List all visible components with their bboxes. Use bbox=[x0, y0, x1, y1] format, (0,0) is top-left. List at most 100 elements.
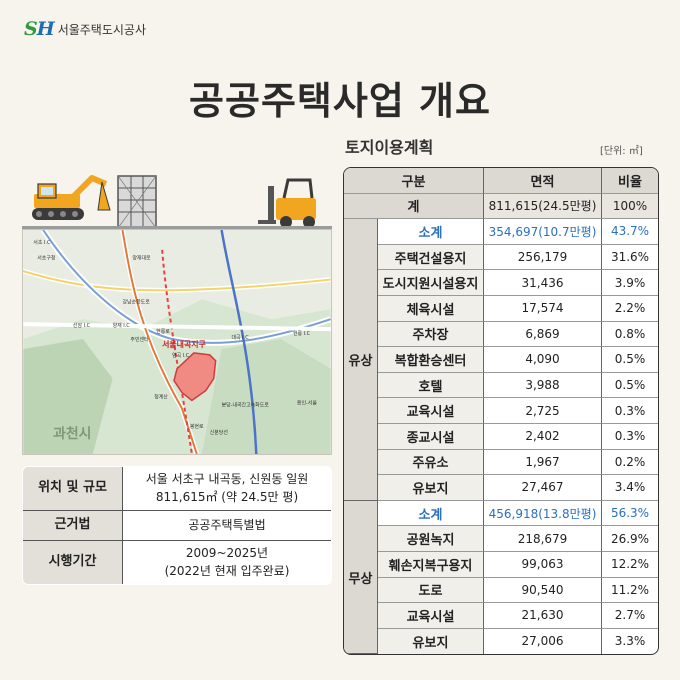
row-label: 교육시설 bbox=[378, 603, 484, 629]
row-ratio: 26.9% bbox=[602, 526, 658, 552]
row-ratio: 3.4% bbox=[602, 475, 658, 501]
row-label: 종교시설 bbox=[378, 423, 484, 450]
svg-text:양재 I.C: 양재 I.C bbox=[113, 322, 131, 329]
excavator-icon bbox=[32, 175, 111, 220]
svg-text:주민센터: 주민센터 bbox=[130, 336, 148, 343]
row-area: 1,967 bbox=[484, 449, 602, 476]
svg-text:서초구청: 서초구청 bbox=[37, 255, 55, 262]
table-row: 교육시설 2,725 0.3% bbox=[344, 398, 658, 424]
row-ratio: 0.5% bbox=[602, 347, 658, 373]
table-row: 복합환승센터 4,090 0.5% bbox=[344, 347, 658, 373]
row-label: 주택건설용지 bbox=[378, 244, 484, 271]
row-area: 27,006 bbox=[484, 628, 602, 655]
table-row: 교육시설 21,630 2.7% bbox=[344, 603, 658, 629]
row-ratio: 0.8% bbox=[602, 322, 658, 348]
row-label: 주유소 bbox=[378, 449, 484, 476]
row-label: 호텔 bbox=[378, 372, 484, 399]
table-row: 훼손지복구용지 99,063 12.2% bbox=[344, 551, 658, 578]
row-area: 2,725 bbox=[484, 398, 602, 424]
row-label: 주차장 bbox=[378, 321, 484, 348]
brand-logo: SH 서울주택도시공사 bbox=[24, 18, 146, 40]
table-row: 주차장 6,869 0.8% bbox=[344, 321, 658, 348]
table-header-row: 구분 면적 비율 bbox=[344, 168, 658, 194]
table-row: 도로 90,540 11.2% bbox=[344, 577, 658, 604]
construction-illustration bbox=[32, 175, 316, 229]
overview-label: 위치 및 규모 bbox=[23, 467, 123, 511]
group-label: 무상 bbox=[344, 500, 378, 655]
ground-line bbox=[22, 226, 332, 229]
overview-value: 공공주택특별법 bbox=[122, 510, 331, 541]
total-label: 계 bbox=[344, 193, 484, 220]
row-ratio: 3.9% bbox=[602, 270, 658, 296]
header-area: 면적 bbox=[484, 168, 602, 194]
row-area: 3,988 bbox=[484, 372, 602, 399]
group-label: 유상 bbox=[344, 219, 378, 501]
svg-text:양재대로: 양재대로 bbox=[132, 255, 151, 262]
table-row: 유보지 27,467 3.4% bbox=[344, 475, 658, 501]
row-area: 218,679 bbox=[484, 526, 602, 552]
subtotal-area: 354,697(10.7만평) bbox=[484, 219, 602, 245]
row-label: 교육시설 bbox=[378, 398, 484, 424]
svg-text:선암 I.C: 선암 I.C bbox=[73, 322, 91, 329]
row-ratio: 2.7% bbox=[602, 603, 658, 629]
table-row: 도시지원시설용지 31,436 3.9% bbox=[344, 270, 658, 296]
row-area: 31,436 bbox=[484, 270, 602, 296]
row-label: 도로 bbox=[378, 577, 484, 604]
subtotal-ratio: 43.7% bbox=[602, 219, 658, 245]
overview-value: 서울 서초구 내곡동, 신원동 일원 811,615㎡ (약 24.5만 평) bbox=[122, 467, 331, 511]
svg-text:서초 I.C: 서초 I.C bbox=[33, 239, 51, 246]
svg-text:헌릉로: 헌릉로 bbox=[156, 329, 170, 335]
brand-name: 서울주택도시공사 bbox=[57, 22, 147, 37]
row-ratio: 0.3% bbox=[602, 398, 658, 424]
table-row: 유보지 27,006 3.3% bbox=[344, 628, 658, 655]
subtotal-row: 무상 소계 456,918(13.8만평) 56.3% bbox=[344, 500, 658, 655]
table-row: 주택건설용지 256,179 31.6% bbox=[344, 244, 658, 271]
subtotal-label: 소계 bbox=[378, 500, 484, 527]
row-label: 유보지 bbox=[378, 475, 484, 501]
overview-row-period: 시행기간 2009~2025년 (2022년 현재 입주완료) bbox=[23, 540, 331, 584]
row-area: 90,540 bbox=[484, 577, 602, 604]
header-category: 구분 bbox=[344, 168, 484, 194]
site-map: 서울내곡지구 과천시 서초 I.C 서초구청 양재 I.C 선암 I.C 헌릉로… bbox=[22, 229, 332, 455]
table-row: 종교시설 2,402 0.3% bbox=[344, 423, 658, 450]
table-row: 공원녹지 218,679 26.9% bbox=[344, 526, 658, 552]
total-ratio: 100% bbox=[602, 193, 658, 220]
building-icon bbox=[117, 175, 157, 229]
overview-label: 근거법 bbox=[23, 510, 123, 541]
row-ratio: 31.6% bbox=[602, 245, 658, 271]
forklift-icon bbox=[258, 178, 316, 228]
row-area: 6,869 bbox=[484, 321, 602, 348]
svg-text:청계산: 청계산 bbox=[154, 393, 168, 400]
unit-label: [단위: ㎡] bbox=[600, 146, 643, 157]
table-row: 주유소 1,967 0.2% bbox=[344, 449, 658, 476]
row-area: 256,179 bbox=[484, 244, 602, 271]
page-title: 공공주택사업 개요 bbox=[189, 79, 491, 123]
sh-logo-icon: SH bbox=[24, 18, 55, 40]
row-label: 체육시설 bbox=[378, 295, 484, 322]
row-label: 복합환승센터 bbox=[378, 347, 484, 373]
svg-text:봉현로: 봉현로 bbox=[190, 423, 204, 430]
table-row: 체육시설 17,574 2.2% bbox=[344, 295, 658, 322]
subtotal-area: 456,918(13.8만평) bbox=[484, 500, 602, 527]
overview-row-location: 위치 및 규모 서울 서초구 내곡동, 신원동 일원 811,615㎡ (약 2… bbox=[23, 467, 331, 511]
row-label: 공원녹지 bbox=[378, 526, 484, 552]
table-row: 호텔 3,988 0.5% bbox=[344, 372, 658, 399]
row-area: 17,574 bbox=[484, 295, 602, 322]
subtotal-label: 소계 bbox=[378, 219, 484, 245]
land-use-table: 구분 면적 비율 계 811,615(24.5만평) 100% 유상 소계 354,… bbox=[343, 167, 659, 656]
row-ratio: 3.3% bbox=[614, 634, 646, 649]
svg-text:강남순환도로: 강남순환도로 bbox=[122, 298, 150, 305]
header-ratio: 비율 bbox=[602, 168, 658, 194]
row-ratio: 0.5% bbox=[602, 373, 658, 399]
svg-text:대곡 I.C: 대곡 I.C bbox=[232, 334, 250, 341]
overview-value: 2009~2025년 (2022년 현재 입주완료) bbox=[122, 540, 331, 584]
site-label: 서울내곡지구 bbox=[162, 339, 206, 349]
svg-text:헌릉 I.C: 헌릉 I.C bbox=[293, 331, 311, 337]
row-ratio: 11.2% bbox=[602, 578, 658, 604]
total-row: 계 811,615(24.5만평) 100% bbox=[344, 193, 658, 220]
row-area: 2,402 bbox=[484, 423, 602, 450]
total-area: 811,615(24.5만평) bbox=[484, 193, 602, 220]
row-area: 4,090 bbox=[484, 347, 602, 373]
row-ratio: 12.2% bbox=[602, 552, 658, 578]
land-use-title: 토지이용계획 bbox=[345, 138, 434, 157]
